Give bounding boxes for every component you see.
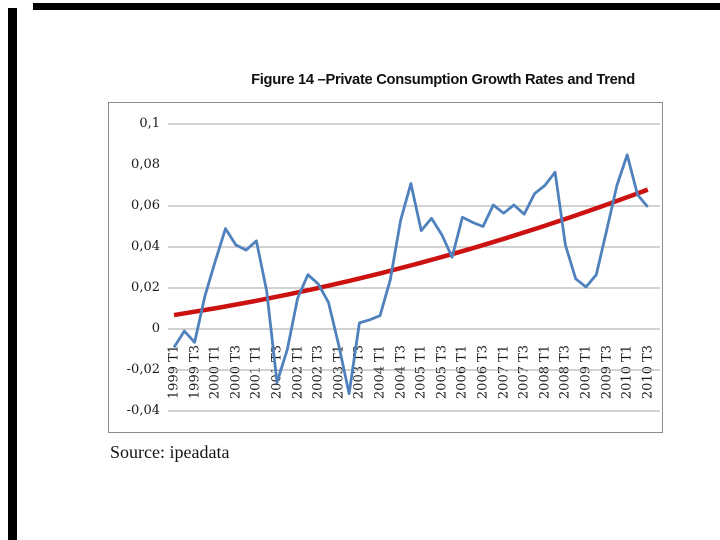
x-axis-tick-label: 2005 T1 [413, 344, 429, 400]
y-axis-tick-label: -0,02 [126, 362, 160, 377]
y-axis-tick-label: 0 [151, 321, 160, 336]
x-axis-tick-label: 2010 T1 [619, 344, 635, 400]
x-axis-tick-label: 2006 T3 [475, 344, 491, 400]
y-axis-tick-label: 0,08 [131, 157, 160, 172]
x-axis-tick-label: 2008 T3 [557, 344, 573, 400]
x-axis-tick-label: 2003 T3 [351, 344, 367, 400]
slide-left-edge-bar [8, 8, 17, 540]
x-axis-tick-label: 2002 T3 [310, 344, 326, 400]
y-axis-tick-label: 0,06 [131, 198, 160, 213]
x-axis-tick-label: 2002 T1 [290, 344, 306, 400]
x-axis-tick-label: 2001 T1 [248, 344, 264, 400]
x-axis-tick-label: 2008 T1 [537, 344, 553, 400]
x-axis-tick-label: 2009 T3 [599, 344, 615, 400]
x-axis-tick-label: 2007 T1 [496, 344, 512, 400]
source-note: Source: ipeadata [110, 442, 230, 462]
x-axis-tick-label: 2000 T1 [207, 344, 223, 400]
x-axis-tick-label: 2009 T1 [578, 344, 594, 400]
x-axis-tick-label: 1999 T3 [187, 344, 203, 400]
x-axis-tick-label: 2004 T3 [393, 344, 409, 400]
x-axis-tick-label: 2010 T3 [640, 344, 656, 400]
x-axis-tick-label: 2001 T3 [269, 344, 285, 400]
y-axis-tick-label: 0,04 [131, 239, 160, 254]
x-axis-tick-label: 2006 T1 [454, 344, 470, 400]
y-axis-tick-label: 0,02 [131, 280, 160, 295]
x-axis-tick-label: 2005 T3 [434, 344, 450, 400]
chart-title: Figure 14 –Private Consumption Growth Ra… [251, 71, 635, 88]
x-axis-tick-label: 2000 T3 [228, 344, 244, 400]
x-axis-tick-label: 2003 T1 [331, 344, 347, 400]
x-axis-tick-label: 2004 T1 [372, 344, 388, 400]
y-axis-tick-label: -0,04 [126, 403, 160, 418]
x-axis-tick-label: 2007 T3 [516, 344, 532, 400]
slide-top-edge-bar [33, 3, 720, 10]
y-axis-tick-label: 0,1 [139, 116, 160, 131]
x-axis-tick-label: 1999 T1 [166, 344, 182, 400]
